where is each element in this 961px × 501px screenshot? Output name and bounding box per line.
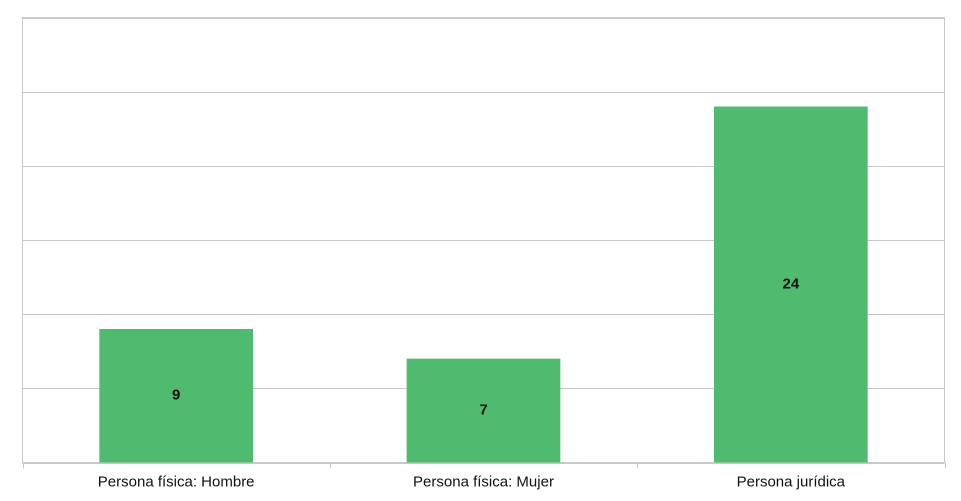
data-label: 7 [479, 402, 487, 419]
bar [714, 106, 868, 463]
x-tick-label: Persona física: Mujer [413, 473, 554, 490]
data-label: 9 [172, 387, 180, 404]
x-tick-label: Persona física: Hombre [98, 473, 255, 490]
x-tick-label: Persona jurídica [737, 473, 846, 490]
bar [406, 358, 561, 463]
bar [99, 329, 253, 463]
data-label: 24 [782, 275, 799, 292]
